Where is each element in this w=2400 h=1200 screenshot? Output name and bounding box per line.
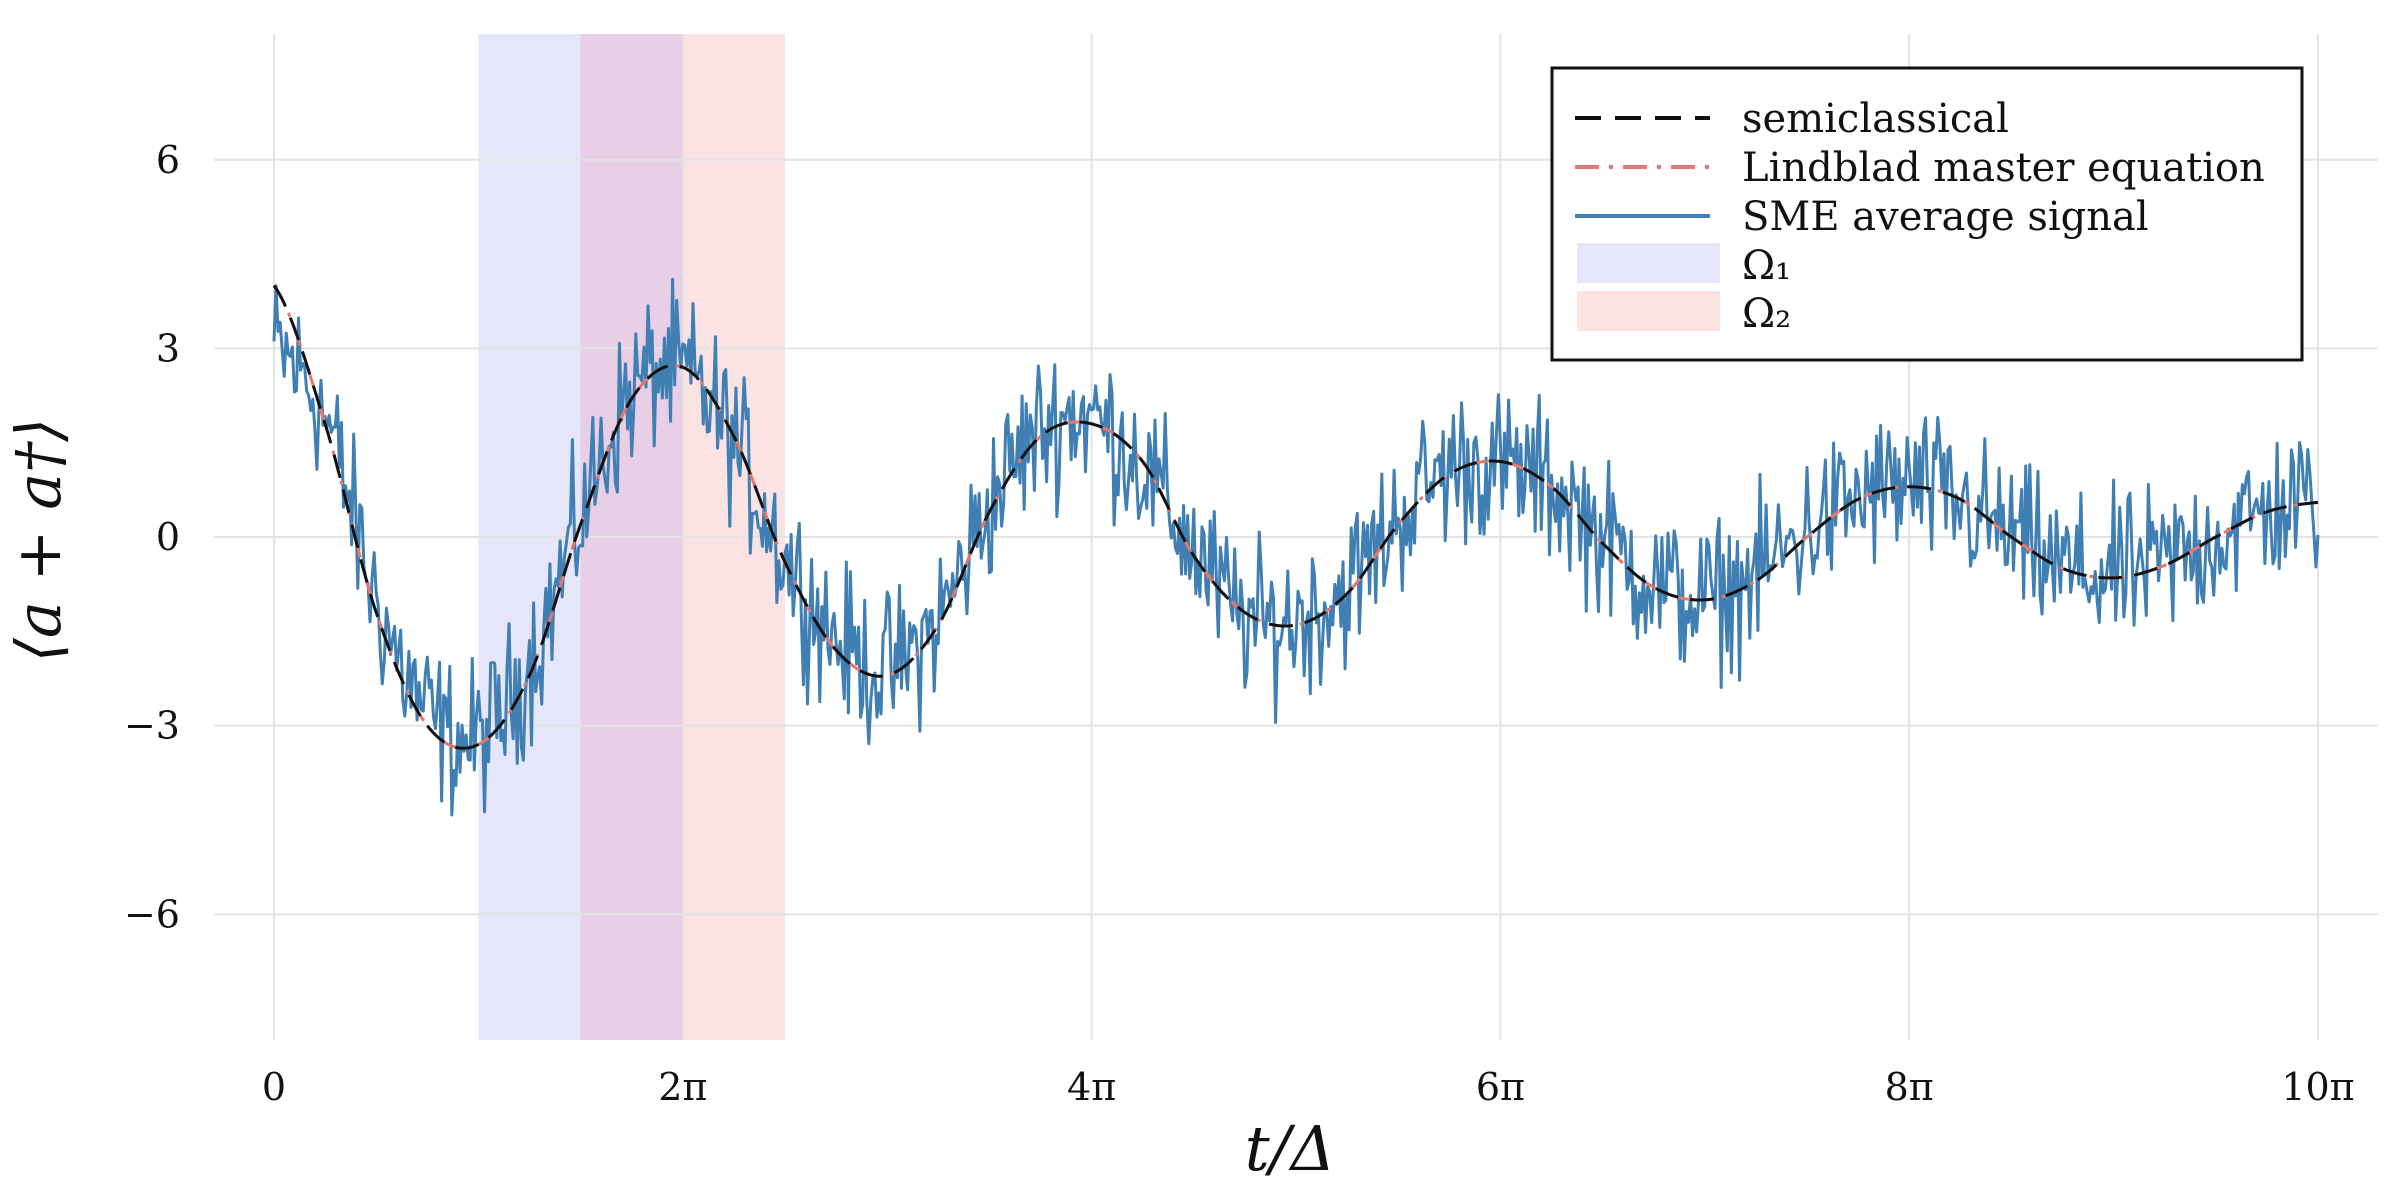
legend-omega1-label: Ω₁ — [1742, 243, 1791, 289]
x-tick-label-5: 10π — [2281, 1065, 2354, 1109]
y-tick-label-2: 0 — [156, 515, 180, 559]
x-tick-label-4: 8π — [1885, 1065, 1934, 1109]
series-line-sme-average-signal — [272, 277, 2320, 817]
y-tick-label-3: 3 — [156, 326, 180, 370]
x-tick-label-3: 6π — [1476, 1065, 1525, 1109]
legend-sme-label: SME average signal — [1742, 194, 2149, 240]
x-tick-label-0: 0 — [262, 1065, 286, 1109]
legend-lindblad-label: Lindblad master equation — [1742, 145, 2265, 191]
series-line-semiclassical — [272, 284, 2319, 750]
x-tick-label-2: 4π — [1067, 1065, 1116, 1109]
legend-omega2-swatch — [1577, 291, 1720, 331]
series-layer — [272, 277, 2320, 817]
legend-omega1-swatch — [1577, 243, 1720, 283]
x-axis-label: t/Δ — [1245, 1112, 1336, 1185]
y-tick-label-1: −3 — [124, 704, 180, 748]
y-tick-label-0: −6 — [124, 892, 180, 936]
legend: semiclassical Lindblad master equation S… — [1550, 66, 2304, 362]
y-tick-label-4: 6 — [156, 138, 180, 182]
ticks-layer: 0 2π 4π 6π 8π 10π −6 −3 0 3 6 — [124, 138, 2355, 1109]
y-axis-label: ⟨a + a†⟩ — [2, 418, 75, 663]
grid-layer — [214, 34, 2378, 1040]
legend-semiclassical-label: semiclassical — [1742, 96, 2009, 142]
x-tick-label-1: 2π — [658, 1065, 707, 1109]
legend-omega2-label: Ω₂ — [1742, 291, 1791, 337]
